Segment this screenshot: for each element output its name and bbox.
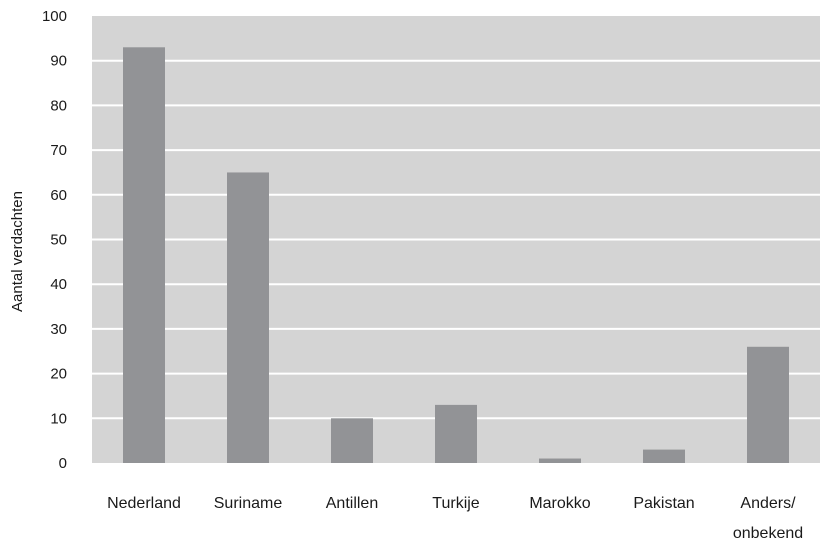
y-tick-label: 40 (50, 276, 67, 293)
y-axis-title: Aantal verdachten (9, 191, 26, 312)
x-category-label: Nederland (107, 495, 181, 512)
y-tick-label: 100 (42, 8, 67, 25)
x-category-label: Marokko (529, 495, 590, 512)
y-tick-label: 10 (50, 410, 67, 427)
y-tick-label: 90 (50, 53, 67, 70)
y-tick-label: 0 (59, 455, 67, 472)
y-tick-label: 60 (50, 187, 67, 204)
x-category-label: Antillen (326, 495, 378, 512)
bar (539, 458, 581, 463)
bar (643, 449, 685, 463)
x-category-label: Suriname (214, 495, 283, 512)
bar (123, 47, 165, 463)
x-category-label: Pakistan (633, 495, 694, 512)
y-tick-label: 70 (50, 142, 67, 159)
y-tick-label: 50 (50, 232, 67, 249)
bar (227, 172, 269, 463)
bars (123, 47, 789, 463)
y-axis-ticks: 0 10 20 30 40 50 60 70 80 90 100 (42, 8, 67, 472)
gridlines (92, 59, 820, 420)
x-category-label: Turkije (432, 495, 480, 512)
y-tick-label: 30 (50, 321, 67, 338)
x-axis-categories: Nederland Suriname Antillen Turkije Marokko P… (107, 495, 803, 542)
bar (747, 346, 789, 463)
bar (331, 418, 373, 463)
bar (435, 404, 477, 463)
y-tick-label: 20 (50, 366, 67, 383)
x-category-label: Anders/onbekend (733, 495, 803, 542)
y-tick-label: 80 (50, 97, 67, 114)
